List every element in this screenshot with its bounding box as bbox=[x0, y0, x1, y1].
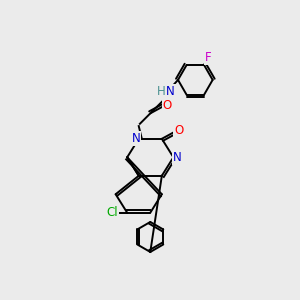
Text: O: O bbox=[174, 124, 183, 137]
Text: F: F bbox=[205, 51, 212, 64]
Text: N: N bbox=[166, 85, 175, 98]
Text: O: O bbox=[163, 99, 172, 112]
Text: H: H bbox=[157, 85, 166, 98]
Text: N: N bbox=[173, 151, 182, 164]
Text: N: N bbox=[132, 132, 140, 145]
Text: Cl: Cl bbox=[106, 206, 118, 219]
